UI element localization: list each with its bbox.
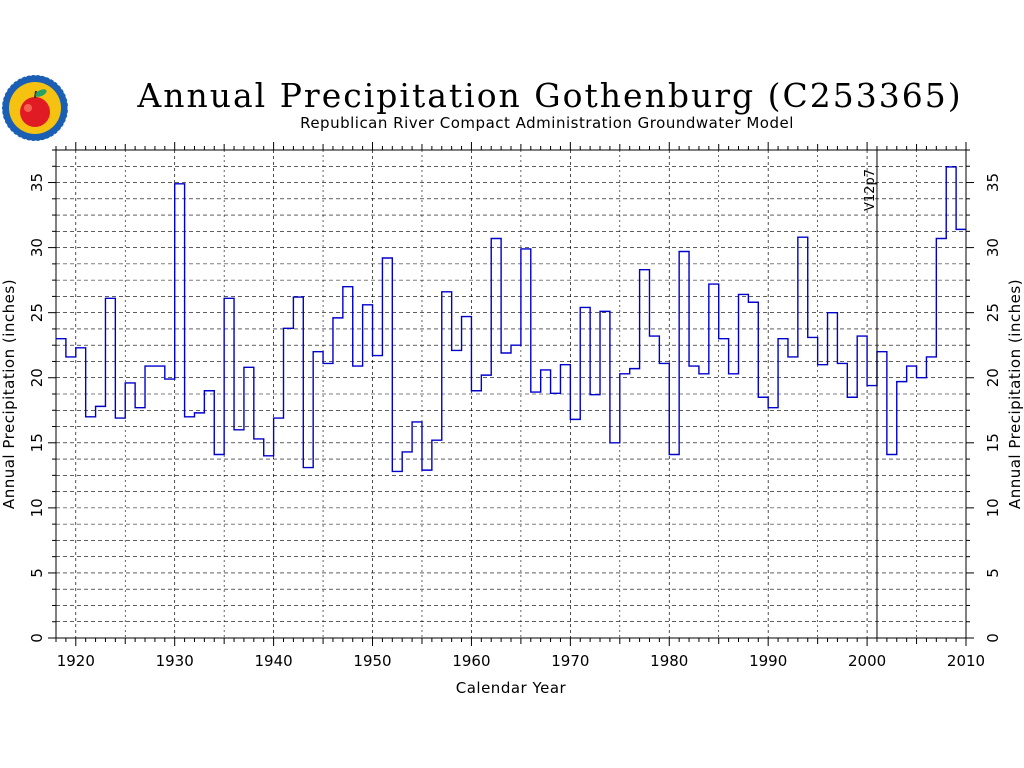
x-tick-label: 1990 xyxy=(749,652,787,670)
x-tick-label: 1950 xyxy=(353,652,391,670)
x-tick-label: 1960 xyxy=(452,652,490,670)
chart-subtitle: Republican River Compact Administration … xyxy=(300,114,794,132)
grid-lines xyxy=(56,150,966,638)
y-tick-label-right: 5 xyxy=(984,568,1002,578)
x-axis-title: Calendar Year xyxy=(456,679,567,697)
axis-ticks xyxy=(48,142,974,646)
y-tick-label-left: 25 xyxy=(28,303,46,322)
y-tick-label-left: 5 xyxy=(28,568,46,578)
y-tick-label-right: 20 xyxy=(984,368,1002,387)
y-tick-label-left: 0 xyxy=(28,633,46,643)
apple-logo-icon xyxy=(1,74,69,142)
x-tick-label: 1970 xyxy=(551,652,589,670)
y-tick-label-left: 30 xyxy=(28,238,46,257)
y-tick-label-left: 35 xyxy=(28,173,46,192)
y-tick-label-right: 30 xyxy=(984,238,1002,257)
y-tick-label-right: 35 xyxy=(984,173,1002,192)
y-tick-label-right: 15 xyxy=(984,433,1002,452)
y-tick-label-right: 0 xyxy=(984,633,1002,643)
x-tick-label: 1980 xyxy=(650,652,688,670)
y-tick-label-right: 25 xyxy=(984,303,1002,322)
x-tick-label: 2000 xyxy=(848,652,886,670)
precipitation-series-line xyxy=(56,166,966,473)
y-tick-label-left: 10 xyxy=(28,498,46,517)
y-axis-title-left: Annual Precipitation (inches) xyxy=(0,279,18,509)
tick-labels: 1920 1930 1940 1950 1960 1970 1980 1990 2000 2010… xyxy=(28,173,1002,670)
x-tick-label: 1940 xyxy=(255,652,293,670)
y-tick-label-left: 15 xyxy=(28,433,46,452)
x-tick-label: 1930 xyxy=(156,652,194,670)
x-tick-label: 1920 xyxy=(57,652,95,670)
y-tick-label-left: 20 xyxy=(28,368,46,387)
y-tick-label-right: 10 xyxy=(984,498,1002,517)
y-axis-title-right: Annual Precipitation (inches) xyxy=(1006,279,1024,509)
x-tick-label: 2010 xyxy=(947,652,985,670)
annotation-label: V12p7 xyxy=(863,169,878,211)
chart-title: Annual Precipitation Gothenburg (C253365… xyxy=(137,76,963,115)
